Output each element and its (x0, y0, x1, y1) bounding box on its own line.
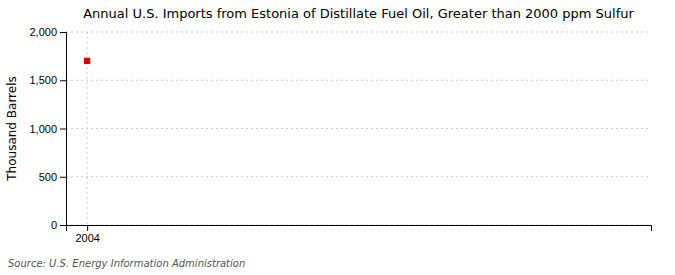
annotation: Source: U.S. Energy Information Administ… (8, 258, 245, 269)
points (84, 58, 90, 64)
grid-line (66, 80, 651, 81)
tick-label: 1,500 (29, 74, 57, 86)
chart: 2004 0 500 1,000 1,500 2,000 Annual U.S. Impor… (0, 0, 675, 275)
tick-label: 2004 (75, 232, 99, 244)
grid-line (66, 32, 651, 33)
point (84, 58, 90, 64)
tick: 2,000 (29, 26, 66, 38)
x-axis: 2004 (67, 225, 652, 244)
tick-mark (87, 225, 88, 231)
tick-mark (60, 225, 66, 226)
tick: 1,500 (29, 74, 66, 86)
grid-line (66, 128, 651, 129)
tick-label: 0 (51, 219, 57, 231)
tick: 500 (39, 171, 66, 183)
y-axis: 0 500 1,000 1,500 2,000 (29, 26, 66, 231)
tick-mark (60, 177, 66, 178)
tick-label: 2,000 (29, 26, 57, 38)
tick-label: 500 (39, 171, 57, 183)
tick-mark (60, 80, 66, 81)
tick-mark (60, 129, 66, 130)
grid-line (66, 176, 651, 177)
y-axis-label: Thousand Barrels (5, 76, 19, 181)
tick-label: 1,000 (29, 123, 57, 135)
axis-line (67, 226, 652, 232)
tick: 1,000 (29, 123, 66, 135)
title: Annual U.S. Imports from Estonia of Dist… (83, 6, 634, 21)
tick: 0 (51, 219, 66, 231)
tick: 2004 (75, 225, 99, 244)
grid (66, 32, 651, 225)
plot-area: 2004 0 500 1,000 1,500 2,000 (29, 26, 651, 244)
tick-mark (60, 32, 66, 33)
axis-line (60, 33, 67, 226)
